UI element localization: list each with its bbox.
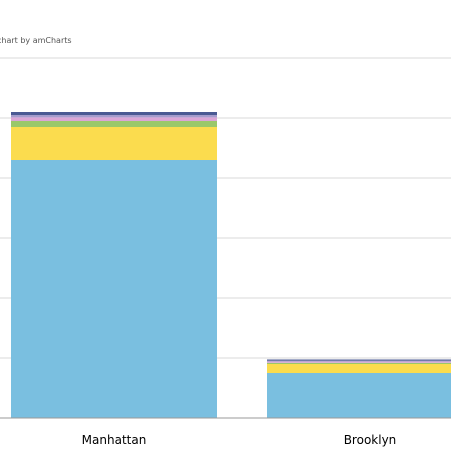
bar-segment-brooklyn-3[interactable] (267, 361, 451, 363)
bar-segment-brooklyn-4[interactable] (267, 360, 451, 362)
category-labels: Manhattan Brooklyn (82, 433, 397, 447)
bar-segment-manhattan-4[interactable] (11, 115, 217, 118)
bar-segment-brooklyn-0[interactable] (267, 373, 451, 418)
bar-segment-manhattan-1[interactable] (11, 127, 217, 160)
bar-segment-manhattan-3[interactable] (11, 117, 217, 121)
bar-segment-brooklyn-2[interactable] (267, 362, 451, 364)
bars (11, 112, 451, 418)
bar-segment-manhattan-5[interactable] (11, 112, 217, 115)
bar-segment-manhattan-0[interactable] (11, 160, 217, 418)
bar-segment-brooklyn-1[interactable] (267, 364, 451, 373)
category-label-manhattan: Manhattan (82, 433, 147, 447)
bar-segment-brooklyn-5[interactable] (267, 359, 451, 361)
bar-segment-manhattan-2[interactable] (11, 121, 217, 127)
amcharts-credit[interactable]: chart by amCharts (0, 36, 72, 45)
category-label-brooklyn: Brooklyn (344, 433, 397, 447)
